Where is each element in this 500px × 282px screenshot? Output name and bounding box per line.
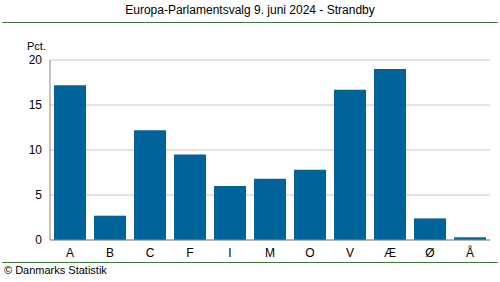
svg-text:C: C — [146, 246, 155, 260]
svg-text:I: I — [228, 246, 231, 260]
svg-text:V: V — [346, 246, 354, 260]
svg-text:Ø: Ø — [425, 246, 434, 260]
html-text:Europa-Parlamentsvalg 9. juni: Europa-Parlamentsvalg 9. juni 2024 - Str… — [125, 3, 375, 17]
svg-text:Æ: Æ — [384, 246, 396, 260]
svg-text:Å: Å — [466, 245, 474, 260]
svg-text:B: B — [106, 246, 114, 260]
html-text:Pct.: Pct. — [27, 40, 46, 52]
svg-text:10: 10 — [29, 143, 43, 157]
svg-text:O: O — [305, 246, 314, 260]
html-text:© Danmarks Statistik: © Danmarks Statistik — [4, 264, 107, 276]
svg-text:A: A — [66, 246, 74, 260]
svg-text:5: 5 — [35, 188, 42, 202]
svg-text:15: 15 — [29, 98, 43, 112]
svg-text:F: F — [186, 246, 193, 260]
svg-text:M: M — [265, 246, 275, 260]
svg-text:0: 0 — [35, 233, 42, 247]
svg-text:20: 20 — [29, 53, 43, 67]
